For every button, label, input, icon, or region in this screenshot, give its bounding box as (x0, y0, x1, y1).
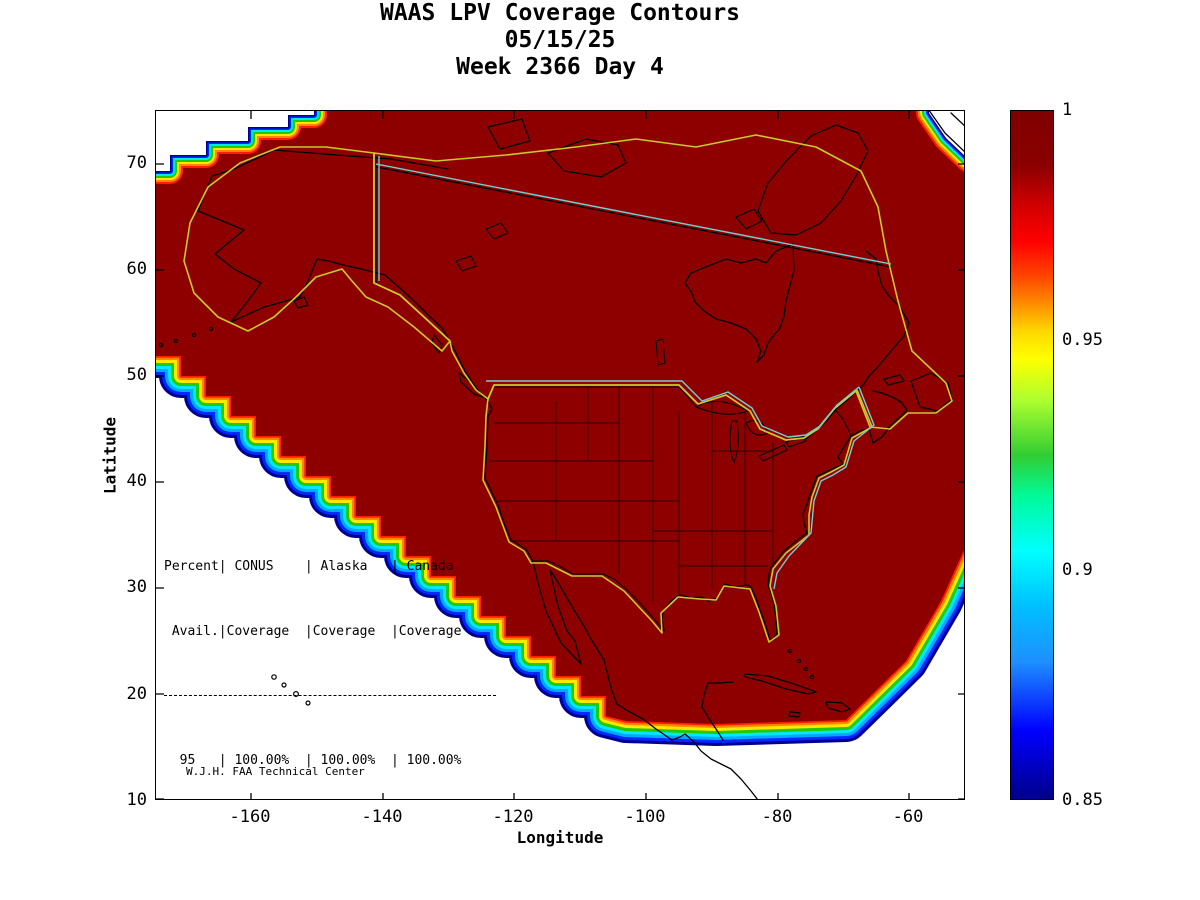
x-tick-n160: -160 (229, 807, 271, 827)
y-tick-20: 20 (126, 684, 147, 704)
y-tick-10: 10 (126, 790, 147, 810)
plot-area: Percent| CONUS | Alaska | Canada Avail.|… (155, 110, 965, 800)
table-header-line2: Avail.|Coverage |Coverage |Coverage (164, 623, 462, 639)
x-tick-n120: -120 (492, 807, 534, 827)
colorbar-tick-1: 1 (1062, 100, 1073, 120)
colorbar-tick-09: 0.9 (1062, 560, 1093, 580)
coverage-map-svg (156, 111, 964, 799)
mainland-coastline (197, 111, 964, 799)
cyan-conus-line (486, 380, 860, 438)
y-tick-50: 50 (126, 365, 147, 385)
x-tick-n100: -100 (624, 807, 666, 827)
table-separator (164, 695, 496, 696)
hudson-bay-outline (684, 243, 795, 363)
region-outlines-yellow (183, 134, 953, 643)
cyan-eastcoast-line (773, 386, 875, 590)
x-axis-label: Longitude (516, 828, 604, 847)
figure-week-day: Week 2366 Day 4 (456, 54, 664, 80)
x-tick-n80: -80 (761, 807, 793, 827)
figure-title-block: WAAS LPV Coverage Contours 05/15/25 Week… (155, 0, 965, 81)
x-tick-n60: -60 (892, 807, 924, 827)
canada-outline (373, 134, 953, 441)
colorbar (1010, 110, 1054, 800)
figure-title: WAAS LPV Coverage Contours (379, 0, 741, 26)
colorbar-tick-085: 0.85 (1062, 790, 1103, 810)
cyan-diagonal-line (375, 163, 892, 265)
y-tick-30: 30 (126, 577, 147, 597)
state-borders (490, 387, 774, 601)
table-row: 95 | 100.00% | 100.00% | 100.00% (164, 753, 462, 768)
figure-date: 05/15/25 (504, 27, 616, 53)
service-volume-lines-cyan (375, 156, 892, 590)
axis-tick-marks (156, 111, 964, 799)
y-tick-60: 60 (126, 259, 147, 279)
table-header-line1: Percent| CONUS | Alaska | Canada (164, 559, 454, 574)
coverage-stats-table: Percent| CONUS | Alaska | Canada Avail.|… (164, 513, 496, 799)
small-islands-dots (158, 326, 815, 706)
y-axis-label: Latitude (100, 416, 120, 495)
x-tick-n140: -140 (361, 807, 403, 827)
credit-text: W.J.H. FAA Technical Center WAAS Test Te… (186, 737, 365, 799)
coastlines (158, 111, 964, 799)
colorbar-tick-095: 0.95 (1062, 330, 1103, 350)
y-tick-70: 70 (126, 153, 147, 173)
credit-line1: W.J.H. FAA Technical Center (186, 765, 365, 778)
y-tick-40: 40 (126, 471, 147, 491)
